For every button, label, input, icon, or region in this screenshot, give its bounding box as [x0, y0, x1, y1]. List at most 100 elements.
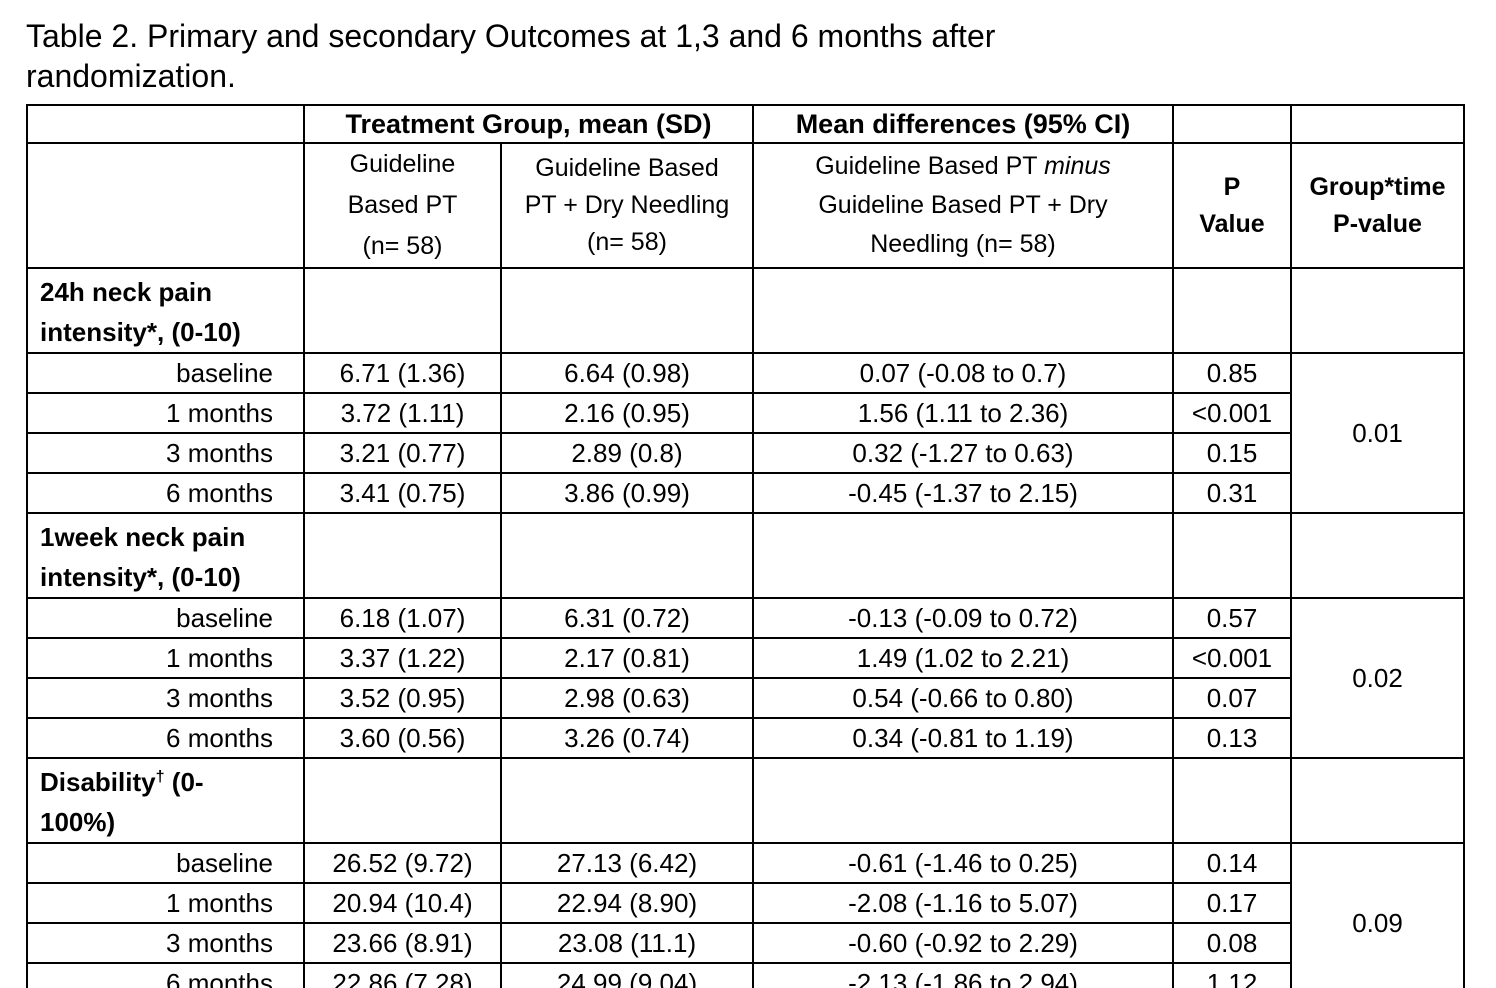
section-empty-cell: [500, 267, 754, 354]
value-cell-pt: 6.18 (1.07): [303, 597, 502, 639]
table-row: 6 months 3.60 (0.56) 3.26 (0.74) 0.34 (-…: [26, 717, 1464, 759]
value-cell-pt: 22.86 (7,28): [303, 962, 502, 988]
row-label-time: 1 months: [26, 392, 305, 434]
mean-diff-cell: -0.13 (-0.09 to 0.72): [752, 597, 1174, 639]
mean-diff-cell: -0.61 (-1.46 to 0.25): [752, 842, 1174, 884]
table-row: 1 months 20.94 (10.4) 22.94 (8.90) -2.08…: [26, 882, 1464, 924]
mean-diff-cell: -0.60 (-0.92 to 2.29): [752, 922, 1174, 964]
section-empty-cell: [303, 757, 502, 844]
value-cell-pt: 20.94 (10.4): [303, 882, 502, 924]
row-label-time: 1 months: [26, 882, 305, 924]
section-label: Disability† (0- 100%): [26, 757, 305, 844]
section-label: 24h neck pain intensity*, (0-10): [26, 267, 305, 354]
grouptime-pvalue-cell: 0.02: [1290, 597, 1465, 759]
section-empty-cell: [1172, 757, 1292, 844]
table-row: 1 months 3.72 (1.11) 2.16 (0.95) 1.56 (1…: [26, 392, 1464, 434]
mean-diff-cell: 1.49 (1.02 to 2.21): [752, 637, 1174, 679]
value-cell-pt: 3.21 (0.77): [303, 432, 502, 474]
table-row: 3 months 3.52 (0.95) 2.98 (0.63) 0.54 (-…: [26, 677, 1464, 719]
section-empty-cell: [1172, 267, 1292, 354]
section-empty-cell: [1290, 757, 1465, 844]
value-cell-ptdn: 23.08 (11.1): [500, 922, 754, 964]
value-cell-ptdn: 2.17 (0.81): [500, 637, 754, 679]
section-empty-cell: [1290, 267, 1465, 354]
col-header-blank: [26, 142, 305, 269]
pvalue-cell: 0.13: [1172, 717, 1292, 759]
col-header-ptdn: Guideline Based PT + Dry Needling (n= 58…: [500, 142, 754, 269]
pvalue-cell: 0.08: [1172, 922, 1292, 964]
table-row: 1 months 3.37 (1.22) 2.17 (0.81) 1.49 (1…: [26, 637, 1464, 679]
col-header-pt: Guideline Based PT (n= 58): [303, 142, 502, 269]
row-label-time: baseline: [26, 597, 305, 639]
value-cell-ptdn: 3.86 (0.99): [500, 472, 754, 514]
pvalue-cell: <0.001: [1172, 637, 1292, 679]
section-empty-cell: [303, 267, 502, 354]
group-header-row: Treatment Group, mean (SD) Mean differen…: [26, 104, 1465, 144]
pvalue-cell: 0.07: [1172, 677, 1292, 719]
section-empty-cell: [1290, 512, 1465, 599]
section-empty-cell: [1172, 512, 1292, 599]
row-label-time: 1 months: [26, 637, 305, 679]
mean-diff-cell: -2.08 (-1.16 to 5.07): [752, 882, 1174, 924]
section-header-row: Disability† (0- 100%): [26, 757, 1465, 844]
mean-diff-cell: 1.56 (1.11 to 2.36): [752, 392, 1174, 434]
row-label-time: 6 months: [26, 717, 305, 759]
value-cell-pt: 3.72 (1.11): [303, 392, 502, 434]
value-cell-ptdn: 27.13 (6.42): [500, 842, 754, 884]
row-label-time: 6 months: [26, 962, 305, 988]
row-label-time: baseline: [26, 352, 305, 394]
col-header-mean-diff: Guideline Based PT minus Guideline Based…: [752, 142, 1174, 269]
section-label: 1week neck pain intensity*, (0-10): [26, 512, 305, 599]
table-row: 6 months 3.41 (0.75) 3.86 (0.99) -0.45 (…: [26, 472, 1464, 514]
value-cell-ptdn: 2.98 (0.63): [500, 677, 754, 719]
section-empty-cell: [500, 512, 754, 599]
value-cell-pt: 3.60 (0.56): [303, 717, 502, 759]
value-cell-pt: 26.52 (9.72): [303, 842, 502, 884]
value-cell-ptdn: 6.31 (0.72): [500, 597, 754, 639]
mean-diff-cell: 0.34 (-0.81 to 1.19): [752, 717, 1174, 759]
value-cell-ptdn: 3.26 (0.74): [500, 717, 754, 759]
dagger-superscript: †: [155, 767, 165, 786]
outcomes-table: Treatment Group, mean (SD) Mean differen…: [26, 104, 1465, 988]
mean-diff-cell: 0.54 (-0.66 to 0.80): [752, 677, 1174, 719]
value-cell-pt: 3.52 (0.95): [303, 677, 502, 719]
value-cell-ptdn: 22.94 (8.90): [500, 882, 754, 924]
table-row: baseline 6.71 (1.36) 6.64 (0.98) 0.07 (-…: [26, 352, 1465, 514]
value-cell-pt: 3.41 (0.75): [303, 472, 502, 514]
group-header-blank-label: [26, 104, 305, 144]
value-cell-ptdn: 24.99 (9.04): [500, 962, 754, 988]
value-cell-pt: 3.37 (1.22): [303, 637, 502, 679]
grouptime-pvalue-cell: 0.09: [1290, 842, 1465, 988]
section-empty-cell: [752, 267, 1174, 354]
column-header-row: Guideline Based PT (n= 58) Guideline Bas…: [26, 142, 1465, 269]
grouptime-pvalue-cell: 0.01: [1290, 352, 1465, 514]
row-label-time: 3 months: [26, 922, 305, 964]
pvalue-cell: 0.17: [1172, 882, 1292, 924]
mean-diff-cell: -2.13 (-1.86 to 2.94): [752, 962, 1174, 988]
pvalue-cell: 0.85: [1172, 352, 1292, 394]
mean-diff-cell: 0.32 (-1.27 to 0.63): [752, 432, 1174, 474]
table-row: 6 months 22.86 (7,28) 24.99 (9.04) -2.13…: [26, 962, 1464, 988]
value-cell-pt: 23.66 (8.91): [303, 922, 502, 964]
pvalue-cell: 0.57: [1172, 597, 1292, 639]
pvalue-cell: 0.14: [1172, 842, 1292, 884]
section-empty-cell: [752, 512, 1174, 599]
table-caption: Table 2. Primary and secondary Outcomes …: [26, 18, 996, 94]
table-row: 3 months 23.66 (8.91) 23.08 (11.1) -0.60…: [26, 922, 1464, 964]
group-header-blank-grouptime: [1290, 104, 1465, 144]
row-label-time: 3 months: [26, 432, 305, 474]
group-header-mean-diff: Mean differences (95% CI): [752, 104, 1174, 144]
pvalue-cell: 0.15: [1172, 432, 1292, 474]
col-header-pvalue: P Value: [1172, 142, 1292, 269]
col-header-grouptime: Group*time P-value: [1290, 142, 1465, 269]
row-label-time: baseline: [26, 842, 305, 884]
section-empty-cell: [752, 757, 1174, 844]
value-cell-pt: 6.71 (1.36): [303, 352, 502, 394]
row-label-time: 3 months: [26, 677, 305, 719]
section-empty-cell: [500, 757, 754, 844]
group-header-treatment: Treatment Group, mean (SD): [303, 104, 754, 144]
section-empty-cell: [303, 512, 502, 599]
pvalue-cell: <0.001: [1172, 392, 1292, 434]
pvalue-cell: 0.31: [1172, 472, 1292, 514]
